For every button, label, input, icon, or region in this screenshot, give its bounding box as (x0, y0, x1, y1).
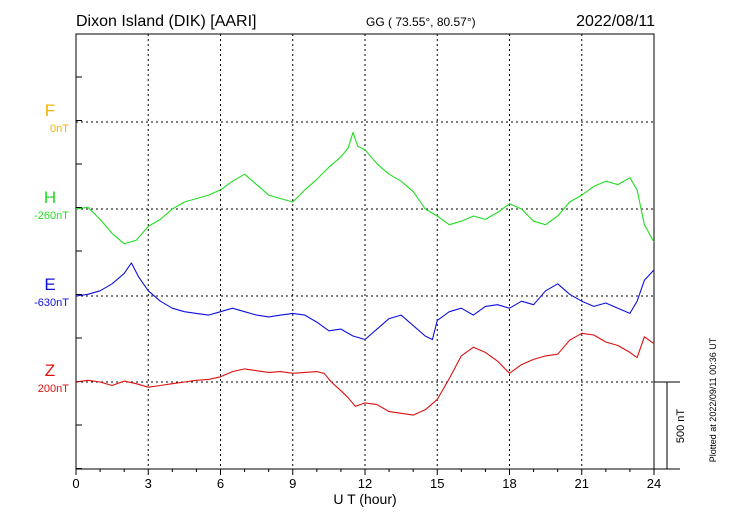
trace-e (75, 262, 655, 341)
series-name-h: H (44, 188, 56, 207)
trace-z (75, 332, 655, 416)
series-baseline-f: 0nT (50, 123, 69, 135)
series-name-e: E (44, 275, 55, 294)
series-name-z: Z (45, 361, 55, 380)
frame-ticks (75, 76, 655, 475)
x-tick-labels: 0 3 6 9 12 15 18 21 24 (72, 476, 661, 491)
x-tick-label: 0 (72, 476, 79, 491)
scale-bar-label: 500 nT (675, 409, 687, 444)
plotted-timestamp: Plotted at 2022/09/11 00:36 UT (708, 337, 718, 462)
x-tick-label: 9 (289, 476, 296, 491)
x-tick-label: 3 (145, 476, 152, 491)
x-tick-label: 21 (575, 476, 589, 491)
x-axis-label: U T (hour) (333, 491, 396, 507)
x-tick-label: 12 (358, 476, 372, 491)
plot-date: 2022/08/11 (576, 13, 655, 30)
x-tick-label: 15 (430, 476, 444, 491)
station-title: Dixon Island (DIK) [AARI] (76, 13, 257, 30)
series-baseline-e: -630nT (34, 297, 69, 309)
series-baseline-z: 200nT (38, 383, 69, 395)
trace-h (75, 131, 655, 245)
x-tick-label: 24 (647, 476, 661, 491)
series-traces (75, 131, 655, 416)
grid (76, 34, 654, 469)
x-tick-label: 6 (217, 476, 224, 491)
series-name-f: F (45, 101, 55, 120)
x-tick-label: 18 (502, 476, 516, 491)
scale-bar (654, 381, 680, 470)
series-labels: F 0nT H -260nT E -630nT Z 200nT (34, 101, 69, 395)
station-coordinates: GG ( 73.55°, 80.57°) (366, 15, 476, 29)
series-baseline-h: -260nT (34, 210, 69, 222)
